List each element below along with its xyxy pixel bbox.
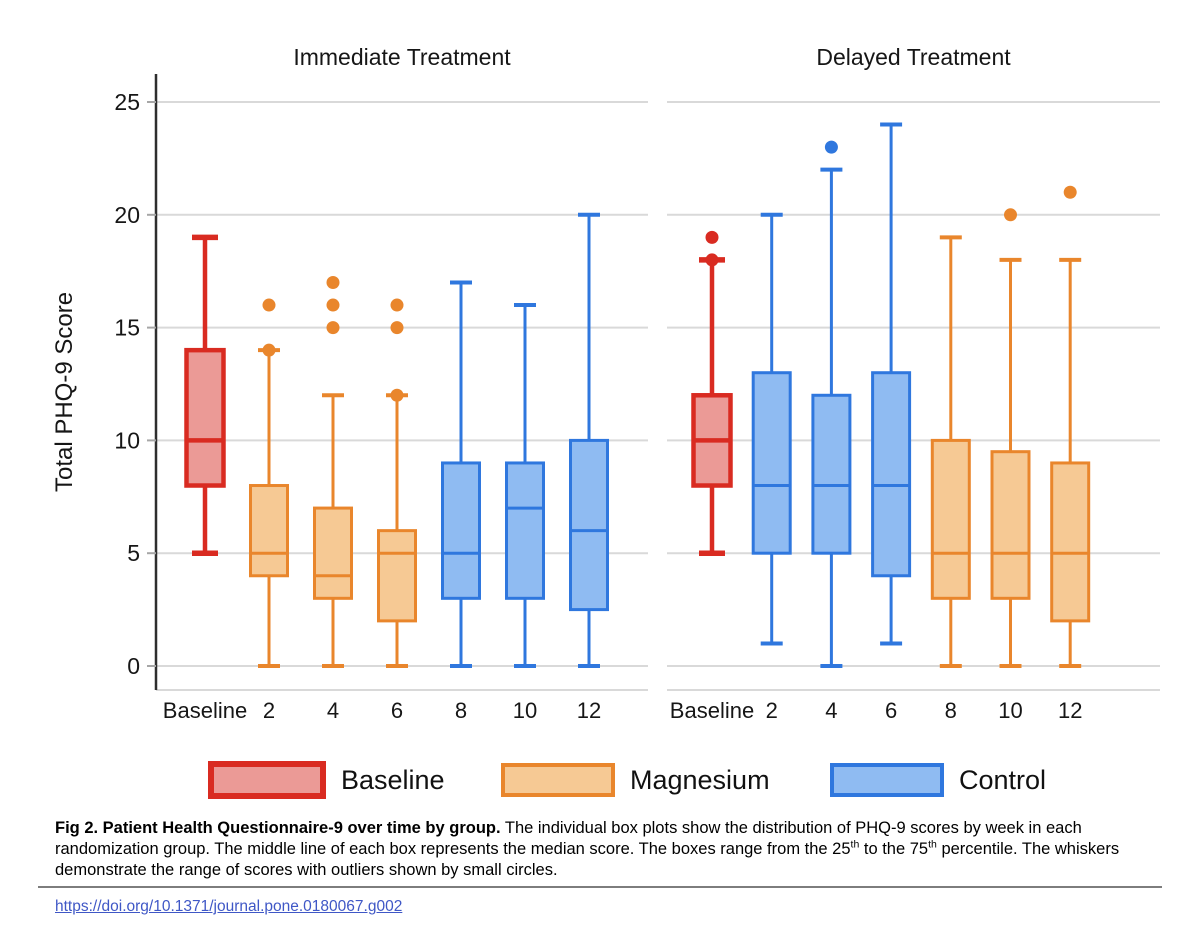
box-iqr xyxy=(184,347,226,488)
legend-label-magnesium: Magnesium xyxy=(630,764,770,795)
outlier-point xyxy=(326,275,340,289)
y-tick-label: 0 xyxy=(127,653,140,679)
outlier-point xyxy=(326,321,340,335)
box-iqr xyxy=(313,506,353,600)
outlier-point xyxy=(262,298,276,312)
box-iqr xyxy=(990,450,1031,600)
outlier-point xyxy=(1063,185,1077,199)
x-tick-label: 10 xyxy=(513,698,537,723)
boxplot-chart: 0 5 10 15 20 25 Total PHQ-9 Score Immediate Tre… xyxy=(51,44,1160,723)
y-tick-label: 10 xyxy=(114,427,140,453)
x-tick-label: 8 xyxy=(455,698,467,723)
legend-swatch-magnesium xyxy=(501,763,615,797)
outlier-point xyxy=(262,343,276,357)
box-iqr xyxy=(930,438,971,600)
caption-body-1: The individual box plots show the distri… xyxy=(55,819,1082,858)
x-tick-label: 4 xyxy=(825,698,837,723)
legend-label-control: Control xyxy=(959,764,1047,795)
x-tick-label: Baseline xyxy=(163,698,247,723)
x-tick-label: 6 xyxy=(391,698,403,723)
box-iqr xyxy=(569,438,609,612)
x-tick-label: 4 xyxy=(327,698,339,723)
legend-swatch-control xyxy=(830,763,944,797)
figure-caption: Fig 2. Patient Health Questionnaire-9 ov… xyxy=(55,818,1147,881)
caption-sup-1: th xyxy=(850,838,860,851)
doi-link[interactable]: https://doi.org/10.1371/journal.pone.018… xyxy=(55,898,403,915)
y-tick-label: 25 xyxy=(114,89,140,115)
box-iqr xyxy=(249,484,289,578)
outlier-point xyxy=(824,140,838,154)
legend-item-baseline: Baseline xyxy=(208,758,445,802)
legend-item-magnesium: Magnesium xyxy=(501,758,770,802)
y-tick-label: 20 xyxy=(114,202,140,228)
chart-legend: Baseline Magnesium Control xyxy=(0,758,1200,802)
outlier-point xyxy=(390,388,404,402)
caption-body-3: percentile. The whiskers demonstrate the… xyxy=(55,840,1120,879)
outlier-point xyxy=(390,298,404,312)
x-tick-label: 8 xyxy=(945,698,957,723)
x-tick-label: 10 xyxy=(998,698,1022,723)
box-iqr xyxy=(441,461,481,600)
outlier-point xyxy=(326,298,340,312)
legend-label-baseline: Baseline xyxy=(341,764,445,795)
x-tick-label: Baseline xyxy=(670,698,754,723)
outlier-point xyxy=(705,253,719,267)
outlier-point xyxy=(390,321,404,335)
x-tick-label: 12 xyxy=(1058,698,1082,723)
doi-row: https://doi.org/10.1371/journal.pone.018… xyxy=(55,898,402,916)
y-axis-title: Total PHQ-9 Score xyxy=(51,292,78,492)
x-tick-label: 6 xyxy=(885,698,897,723)
caption-body-2: to the 75 xyxy=(859,840,929,858)
box-iqr xyxy=(505,461,545,600)
caption-separator xyxy=(38,886,1162,888)
y-tick-label: 5 xyxy=(127,540,140,566)
y-tick-label: 15 xyxy=(114,315,140,341)
legend-swatch-baseline xyxy=(208,761,326,799)
outlier-point xyxy=(1004,208,1017,222)
panel-title: Immediate Treatment xyxy=(293,44,511,70)
box-iqr xyxy=(751,371,792,555)
caption-sup-2: th xyxy=(928,838,937,851)
outlier-point xyxy=(705,230,719,244)
box-iqr xyxy=(871,371,912,578)
box-iqr xyxy=(1050,461,1091,623)
x-tick-label: 2 xyxy=(766,698,778,723)
panel-title: Delayed Treatment xyxy=(816,44,1011,70)
box-iqr xyxy=(811,393,852,555)
caption-bold-title: Fig 2. Patient Health Questionnaire-9 ov… xyxy=(55,819,501,837)
box-iqr xyxy=(377,529,417,623)
legend-item-control: Control xyxy=(830,758,1046,802)
x-tick-label: 12 xyxy=(577,698,601,723)
x-tick-label: 2 xyxy=(263,698,275,723)
